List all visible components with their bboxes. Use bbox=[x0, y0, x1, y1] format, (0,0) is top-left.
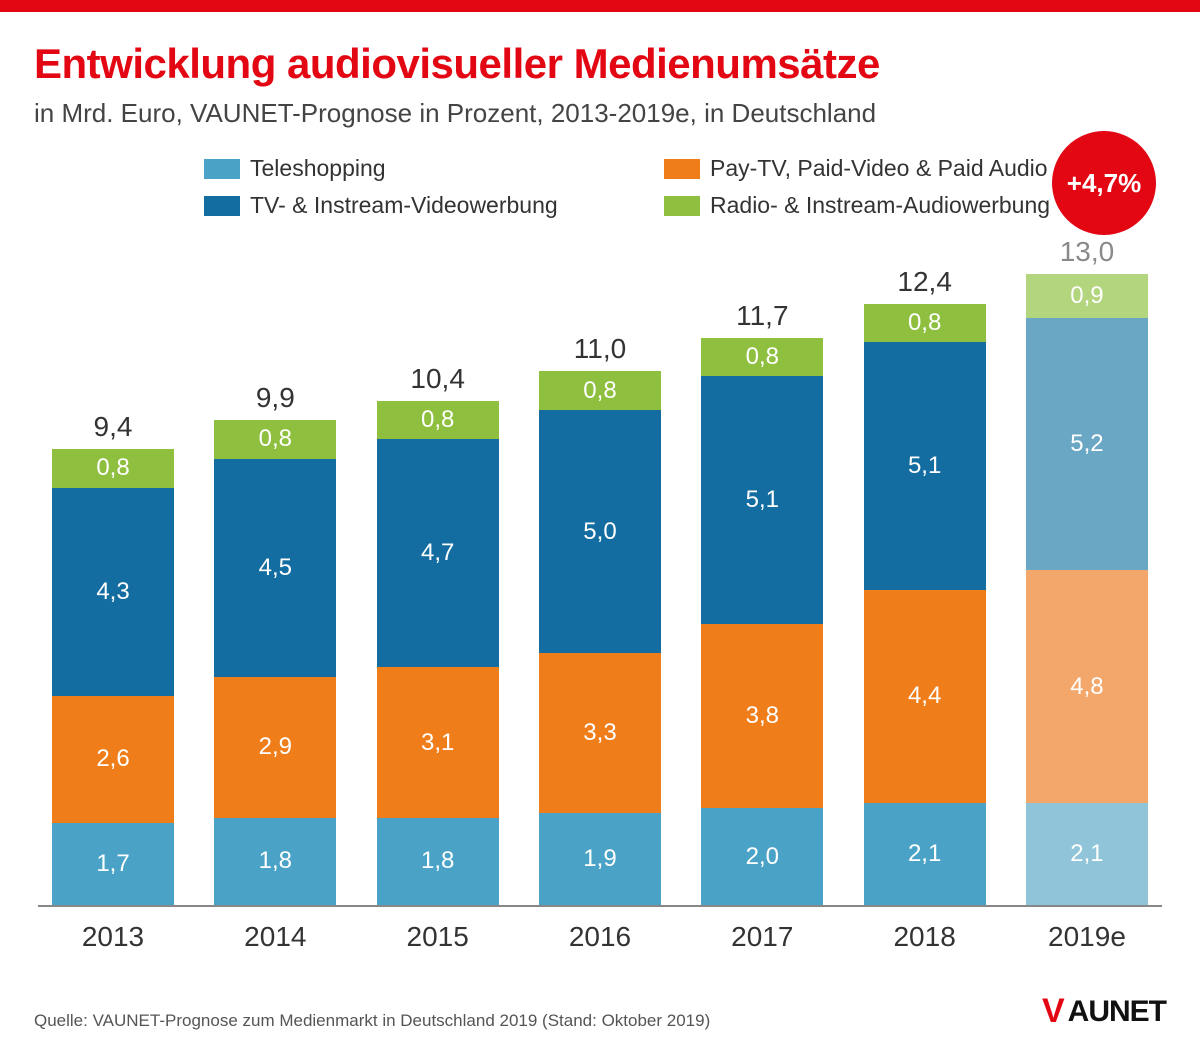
legend-item-teleshopping: Teleshopping bbox=[204, 155, 644, 182]
total-label-2019e: 13,0 bbox=[1060, 236, 1115, 268]
segment-radio-2013: 0,8 bbox=[52, 449, 174, 488]
footer: Quelle: VAUNET-Prognose zum Medienmarkt … bbox=[34, 992, 1166, 1031]
segment-teleshopping-2015: 1,8 bbox=[377, 818, 499, 905]
bar-column-2017: 11,7 2,03,85,10,8 bbox=[697, 300, 827, 906]
bar-column-2019e: 13,0 2,14,85,20,9 bbox=[1022, 236, 1152, 905]
legend-swatch-tvvideo bbox=[204, 196, 240, 216]
bar-stack-2015: 1,83,14,70,8 bbox=[377, 401, 499, 905]
total-label-2017: 11,7 bbox=[736, 300, 788, 332]
segment-radio-2018: 0,8 bbox=[864, 304, 986, 343]
top-red-bar bbox=[0, 0, 1200, 12]
segment-tvvideo-2016: 5,0 bbox=[539, 410, 661, 653]
bar-stack-2014: 1,82,94,50,8 bbox=[214, 420, 336, 905]
legend-swatch-teleshopping bbox=[204, 159, 240, 179]
logo-v-icon: V bbox=[1042, 992, 1064, 1031]
x-axis: 2013 2014 2015 2016 2017 2018 2019e bbox=[38, 911, 1162, 957]
bar-stack-2016: 1,93,35,00,8 bbox=[539, 371, 661, 905]
segment-paytv-2016: 3,3 bbox=[539, 653, 661, 813]
legend-swatch-paytv bbox=[664, 159, 700, 179]
segment-teleshopping-2013: 1,7 bbox=[52, 823, 174, 905]
segment-teleshopping-2019e: 2,1 bbox=[1026, 803, 1148, 905]
chart-wrap: 9,41,72,64,30,89,91,82,94,50,810,41,83,1… bbox=[34, 237, 1166, 957]
x-label-2013: 2013 bbox=[48, 911, 178, 957]
segment-teleshopping-2016: 1,9 bbox=[539, 813, 661, 905]
x-label-2014: 2014 bbox=[210, 911, 340, 957]
total-label-2015: 10,4 bbox=[410, 363, 465, 395]
segment-tvvideo-2015: 4,7 bbox=[377, 439, 499, 667]
segment-tvvideo-2018: 5,1 bbox=[864, 342, 986, 589]
bar-column-2014: 9,9 1,82,94,50,8 bbox=[210, 382, 340, 905]
x-label-2017: 2017 bbox=[697, 911, 827, 957]
chart-page: Entwicklung audiovisueller Medienumsätze… bbox=[0, 0, 1200, 1053]
legend-swatch-radio bbox=[664, 196, 700, 216]
segment-tvvideo-2014: 4,5 bbox=[214, 459, 336, 677]
stacked-bar-chart: 9,41,72,64,30,89,91,82,94,50,810,41,83,1… bbox=[38, 257, 1162, 907]
segment-paytv-2019e: 4,8 bbox=[1026, 570, 1148, 803]
vaunet-logo: VAUNET bbox=[1042, 992, 1166, 1031]
growth-badge-text: +4,7% bbox=[1067, 168, 1141, 199]
segment-teleshopping-2017: 2,0 bbox=[701, 808, 823, 905]
segment-radio-2019e: 0,9 bbox=[1026, 274, 1148, 318]
bar-column-2015: 10,4 1,83,14,70,8 bbox=[373, 363, 503, 905]
segment-radio-2017: 0,8 bbox=[701, 338, 823, 377]
x-label-2015: 2015 bbox=[373, 911, 503, 957]
segment-teleshopping-2018: 2,1 bbox=[864, 803, 986, 905]
legend-item-tvvideo: TV- & Instream-Videowerbung bbox=[204, 192, 644, 219]
bar-stack-2018: 2,14,45,10,8 bbox=[864, 304, 986, 905]
legend-label-tvvideo: TV- & Instream-Videowerbung bbox=[250, 192, 558, 219]
segment-paytv-2015: 3,1 bbox=[377, 667, 499, 817]
bar-column-2016: 11,0 1,93,35,00,8 bbox=[535, 333, 665, 905]
segment-paytv-2018: 4,4 bbox=[864, 590, 986, 803]
segment-paytv-2013: 2,6 bbox=[52, 696, 174, 822]
chart-subtitle: in Mrd. Euro, VAUNET-Prognose in Prozent… bbox=[34, 98, 1166, 129]
total-label-2018: 12,4 bbox=[897, 266, 952, 298]
x-label-2018: 2018 bbox=[860, 911, 990, 957]
growth-badge: +4,7% bbox=[1052, 131, 1156, 235]
legend-label-radio: Radio- & Instream-Audiowerbung bbox=[710, 192, 1050, 219]
total-label-2013: 9,4 bbox=[94, 411, 133, 443]
bar-column-2013: 9,4 1,72,64,30,8 bbox=[48, 411, 178, 905]
segment-teleshopping-2014: 1,8 bbox=[214, 818, 336, 905]
total-label-2016: 11,0 bbox=[574, 333, 626, 365]
logo-text: AUNET bbox=[1068, 995, 1166, 1029]
segment-radio-2014: 0,8 bbox=[214, 420, 336, 459]
legend-label-teleshopping: Teleshopping bbox=[250, 155, 386, 182]
x-label-2016: 2016 bbox=[535, 911, 665, 957]
segment-radio-2015: 0,8 bbox=[377, 401, 499, 440]
chart-title: Entwicklung audiovisueller Medienumsätze bbox=[34, 40, 1166, 88]
bar-stack-2013: 1,72,64,30,8 bbox=[52, 449, 174, 905]
segment-tvvideo-2019e: 5,2 bbox=[1026, 318, 1148, 570]
segment-tvvideo-2013: 4,3 bbox=[52, 488, 174, 697]
total-label-2014: 9,9 bbox=[256, 382, 295, 414]
segment-paytv-2017: 3,8 bbox=[701, 624, 823, 808]
bar-stack-2017: 2,03,85,10,8 bbox=[701, 338, 823, 906]
legend-grid: Teleshopping Pay-TV, Paid-Video & Paid Au… bbox=[204, 155, 1144, 219]
x-label-2019e: 2019e bbox=[1022, 911, 1152, 957]
legend-row: Teleshopping Pay-TV, Paid-Video & Paid Au… bbox=[34, 155, 1166, 219]
segment-paytv-2014: 2,9 bbox=[214, 677, 336, 818]
segment-radio-2016: 0,8 bbox=[539, 371, 661, 410]
content-area: Entwicklung audiovisueller Medienumsätze… bbox=[0, 12, 1200, 957]
bar-stack-2019e: 2,14,85,20,9 bbox=[1026, 274, 1148, 905]
source-text: Quelle: VAUNET-Prognose zum Medienmarkt … bbox=[34, 1011, 710, 1031]
segment-tvvideo-2017: 5,1 bbox=[701, 376, 823, 623]
bar-column-2018: 12,4 2,14,45,10,8 bbox=[860, 266, 990, 905]
legend-label-paytv: Pay-TV, Paid-Video & Paid Audio bbox=[710, 155, 1048, 182]
